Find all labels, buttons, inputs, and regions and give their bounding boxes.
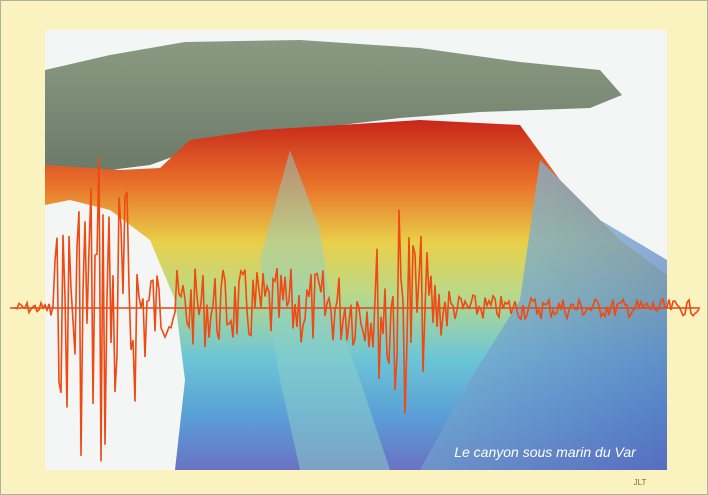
seismogram bbox=[14, 156, 700, 462]
deep-seafloor bbox=[420, 160, 667, 470]
caption: Le canyon sous marin du Var bbox=[454, 444, 637, 460]
coastal-land bbox=[45, 40, 622, 172]
signature: JLT bbox=[634, 478, 647, 487]
